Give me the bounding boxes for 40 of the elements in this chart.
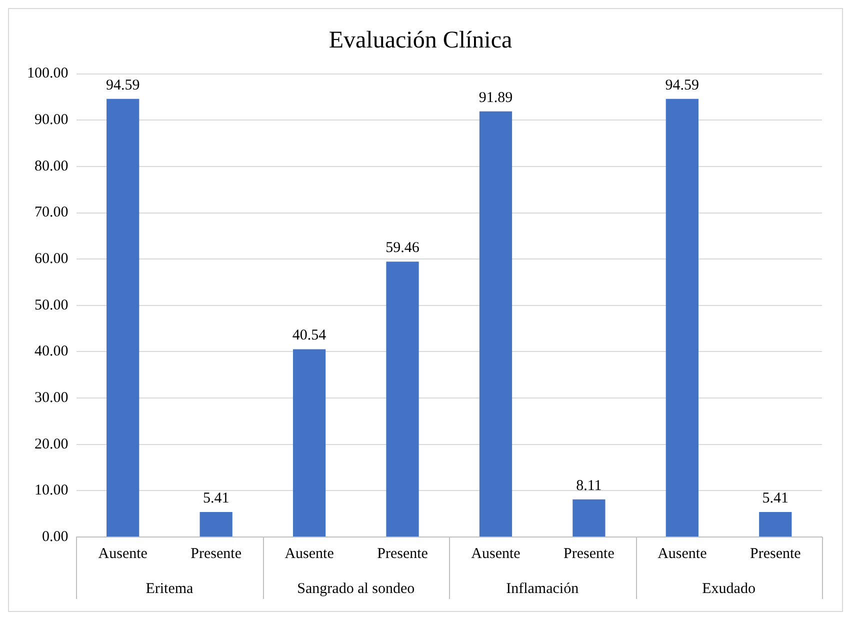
y-tick-label: 80.00 [34,158,68,174]
data-label: 59.46 [386,240,420,256]
data-label: 8.11 [576,478,602,494]
y-tick-label: 10.00 [34,482,68,499]
y-tick-label: 0.00 [42,528,68,545]
text: Sangrado al sondeo [297,580,415,597]
bar [200,512,232,536]
data-label: 40.54 [292,328,327,344]
x-tick-label: Presente [750,546,802,562]
text: Inflamación [506,580,580,597]
y-tick-label: 90.00 [34,112,68,128]
y-tick-label: 70.00 [34,204,68,221]
x-tick-label: Presente [564,546,615,562]
text: Eritema [146,580,194,597]
data-label: 5.41 [202,490,230,506]
data-label: 94.59 [106,77,140,94]
bar [479,111,512,536]
y-tick-label: 50.00 [34,297,68,314]
bar [759,512,792,536]
y-tick-label: 30.00 [34,390,68,406]
bar [572,499,606,536]
text: Exudado [702,580,756,597]
data-label: 5.41 [762,490,789,506]
x-tick-label: Ausente [284,546,334,562]
y-tick-label: 100.00 [27,66,68,82]
x-tick-label: Presente [190,546,242,562]
y-tick-label: 40.00 [34,344,68,360]
x-tick-label: Ausente [471,546,521,562]
x-tick-label: Presente [377,546,428,562]
y-tick-label: 60.00 [34,251,68,268]
bar [106,98,140,536]
x-tick-label: Ausente [658,546,708,562]
data-label: 91.89 [478,90,513,106]
chart-title: Evaluación Clínica [328,28,512,54]
x-tick-label: Ausente [98,546,148,562]
bar [386,262,419,536]
y-tick-label: 20.00 [34,436,68,452]
bar [666,98,698,536]
data-label: 94.59 [665,77,700,94]
bar [292,349,326,536]
